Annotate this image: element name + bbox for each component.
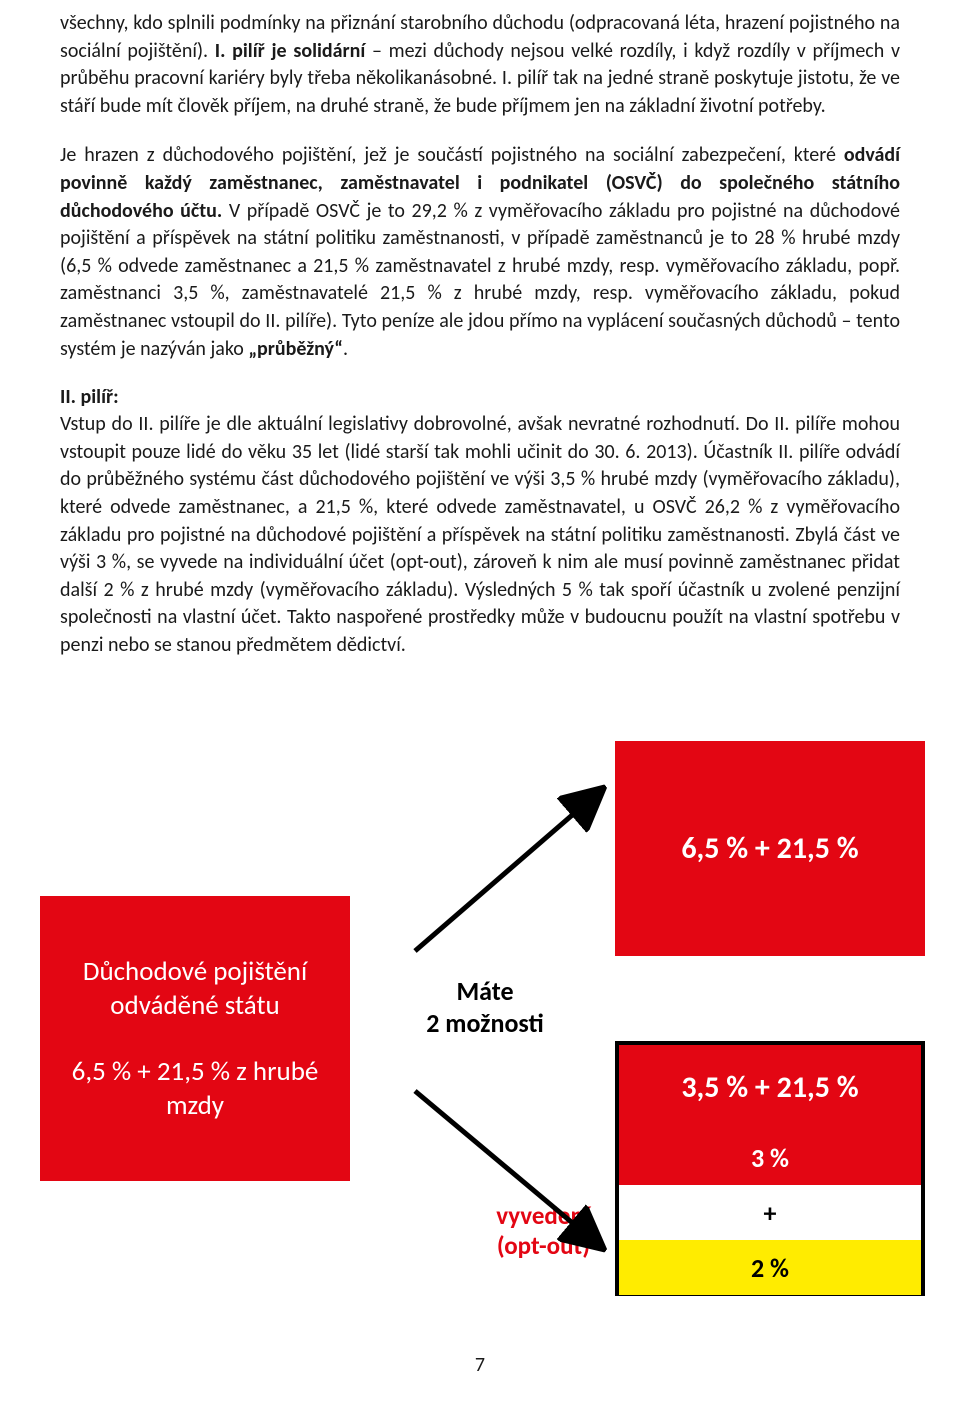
paragraph-3: Vstup do II. pilíře je dle aktuální legi… <box>60 411 900 659</box>
heading-pilir-2: II. pilíř: <box>60 385 900 409</box>
page-number: 7 <box>60 1353 900 1377</box>
p2-post-b: . <box>343 337 348 361</box>
paragraph-1: všechny, kdo splnili podmínky na přiznán… <box>60 10 900 120</box>
p2-post-bold: „průběžný“ <box>248 337 343 361</box>
p2-pre: Je hrazen z důchodového pojištění, jež j… <box>60 143 844 167</box>
arrow-up-icon <box>60 701 960 1321</box>
pension-diagram: Důchodové pojištění odváděné státu 6,5 %… <box>60 701 900 1321</box>
paragraph-2: Je hrazen z důchodového pojištění, jež j… <box>60 142 900 363</box>
p1-bold: I. pilíř je solidární <box>215 39 365 63</box>
